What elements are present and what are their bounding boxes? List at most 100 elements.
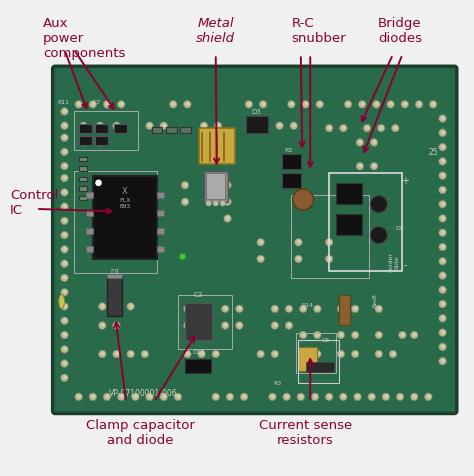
Circle shape: [61, 260, 68, 268]
Circle shape: [361, 103, 365, 107]
Circle shape: [181, 198, 189, 206]
Circle shape: [427, 395, 431, 398]
Text: D1: D1: [110, 268, 120, 274]
Circle shape: [439, 215, 447, 223]
Bar: [152, 128, 162, 134]
Circle shape: [63, 276, 67, 280]
Circle shape: [61, 163, 68, 170]
Text: D10: D10: [192, 349, 205, 355]
Circle shape: [127, 350, 135, 358]
Circle shape: [238, 307, 242, 311]
Circle shape: [441, 359, 445, 363]
Circle shape: [77, 103, 81, 107]
Text: VP-07100001-006: VP-07100001-006: [109, 388, 177, 397]
Circle shape: [439, 272, 447, 280]
Circle shape: [292, 124, 296, 128]
Circle shape: [63, 305, 67, 308]
Circle shape: [439, 201, 447, 208]
Circle shape: [101, 352, 105, 356]
Circle shape: [318, 103, 322, 107]
Text: D2: D2: [396, 226, 404, 231]
Circle shape: [144, 352, 147, 356]
Circle shape: [118, 393, 125, 401]
Text: Control
IC: Control IC: [10, 188, 58, 217]
Circle shape: [337, 306, 345, 313]
Circle shape: [106, 395, 109, 398]
Text: -: -: [403, 259, 407, 269]
Circle shape: [288, 307, 292, 311]
Circle shape: [441, 288, 445, 292]
Circle shape: [113, 350, 120, 358]
Circle shape: [354, 393, 361, 401]
Bar: [74, 112, 138, 150]
Circle shape: [120, 395, 124, 398]
Circle shape: [363, 125, 371, 133]
Circle shape: [302, 307, 306, 311]
Bar: [178, 295, 232, 349]
Bar: [156, 228, 164, 234]
Circle shape: [441, 302, 445, 306]
Text: R3: R3: [273, 380, 281, 385]
Circle shape: [61, 218, 68, 225]
Circle shape: [401, 101, 409, 109]
Circle shape: [429, 101, 437, 109]
Circle shape: [257, 256, 264, 263]
Circle shape: [95, 180, 102, 187]
Circle shape: [370, 227, 387, 244]
Circle shape: [214, 395, 218, 398]
Circle shape: [226, 183, 230, 187]
Circle shape: [63, 262, 67, 266]
Bar: [86, 192, 93, 198]
Circle shape: [410, 331, 418, 339]
Circle shape: [63, 219, 67, 223]
Circle shape: [354, 333, 357, 337]
Circle shape: [425, 393, 432, 401]
Circle shape: [183, 322, 191, 329]
Circle shape: [148, 124, 152, 128]
Circle shape: [439, 258, 447, 266]
Circle shape: [375, 306, 383, 313]
Circle shape: [160, 393, 167, 401]
Circle shape: [99, 350, 106, 358]
Circle shape: [115, 352, 119, 356]
Circle shape: [380, 127, 383, 130]
Circle shape: [273, 352, 277, 356]
Circle shape: [351, 331, 359, 339]
Circle shape: [328, 127, 331, 130]
Circle shape: [61, 374, 68, 382]
Text: Solder
Side: Solder Side: [389, 252, 400, 272]
Circle shape: [61, 135, 68, 142]
Circle shape: [61, 246, 68, 254]
Bar: [156, 210, 164, 216]
Circle shape: [118, 101, 125, 109]
Circle shape: [226, 200, 230, 204]
Circle shape: [80, 123, 87, 130]
Text: R-C
snubber: R-C snubber: [292, 17, 346, 45]
Bar: [199, 129, 235, 164]
Text: RevB: RevB: [372, 293, 377, 307]
Circle shape: [370, 139, 378, 147]
Circle shape: [432, 103, 436, 107]
Circle shape: [115, 323, 119, 327]
Bar: [86, 228, 93, 234]
Circle shape: [354, 352, 357, 356]
Circle shape: [61, 360, 68, 367]
Circle shape: [63, 205, 67, 208]
Circle shape: [300, 395, 303, 398]
Circle shape: [271, 306, 279, 313]
Circle shape: [63, 248, 67, 251]
Circle shape: [103, 101, 111, 109]
Circle shape: [63, 319, 67, 322]
Circle shape: [300, 306, 307, 313]
Bar: [79, 187, 87, 191]
Circle shape: [342, 395, 346, 398]
Circle shape: [63, 333, 67, 337]
Bar: [282, 155, 301, 169]
Circle shape: [101, 305, 105, 308]
Bar: [107, 275, 122, 278]
Circle shape: [183, 306, 191, 313]
Circle shape: [342, 127, 346, 130]
Circle shape: [389, 350, 397, 358]
Circle shape: [115, 124, 119, 128]
Circle shape: [174, 393, 182, 401]
